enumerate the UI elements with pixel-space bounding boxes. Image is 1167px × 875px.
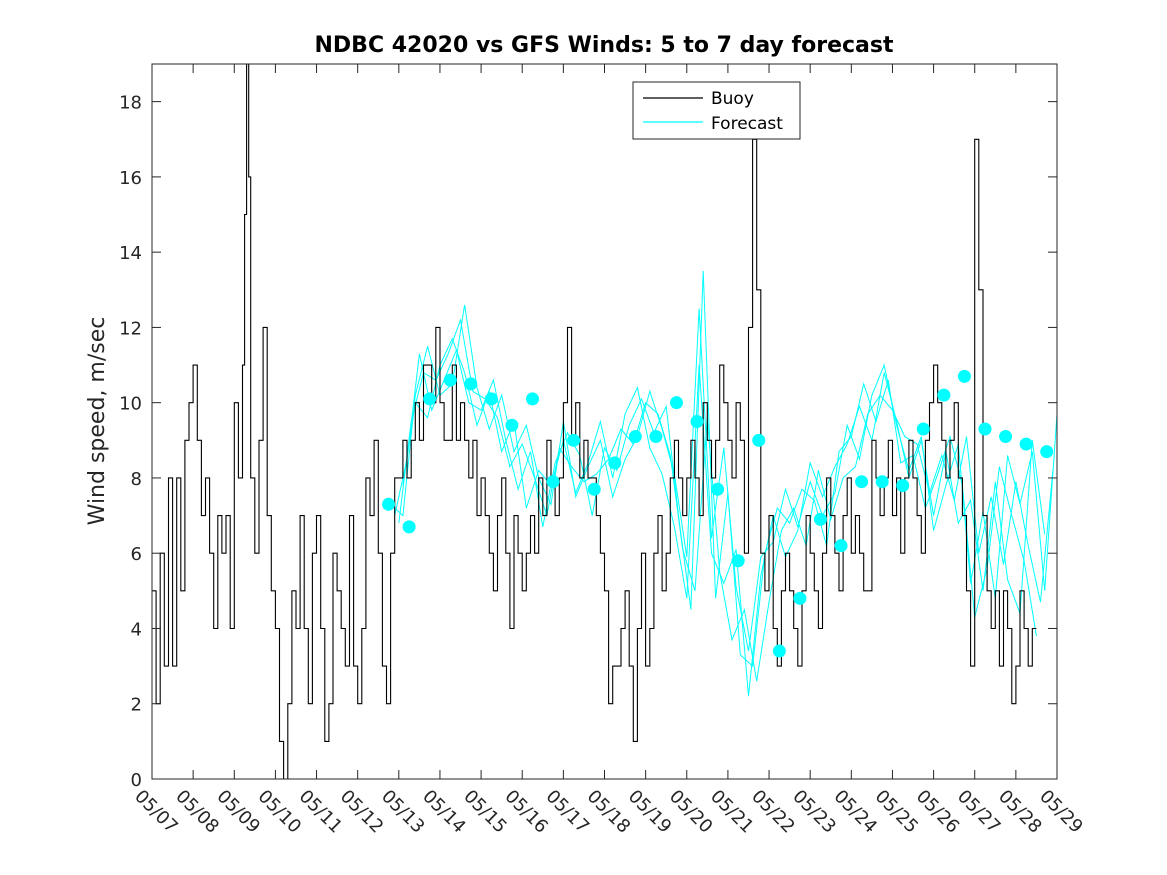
forecast-marker xyxy=(649,430,663,444)
forecast-marker xyxy=(834,539,848,553)
forecast-marker xyxy=(772,644,786,658)
forecast-marker xyxy=(690,415,704,428)
forecast-marker xyxy=(793,591,807,605)
forecast-marker xyxy=(546,475,560,489)
forecast-marker xyxy=(587,482,601,496)
legend-box xyxy=(632,81,801,140)
forecast-series-line xyxy=(394,270,1037,668)
forecast-marker xyxy=(813,512,827,526)
forecast-marker xyxy=(1019,437,1033,451)
forecast-marker xyxy=(402,520,416,534)
y-tick-label: 0 xyxy=(131,770,142,791)
forecast-marker xyxy=(608,456,622,470)
forecast-marker xyxy=(916,422,930,436)
forecast-marker xyxy=(567,433,581,447)
forecast-marker xyxy=(1040,445,1054,459)
y-tick-label: 6 xyxy=(131,544,142,565)
y-tick-label: 2 xyxy=(131,695,142,716)
forecast-marker xyxy=(628,430,642,444)
legend-buoy-label: Buoy xyxy=(711,89,754,109)
forecast-marker xyxy=(464,377,478,391)
forecast-marker xyxy=(443,373,457,387)
buoy-series-line xyxy=(152,64,1037,779)
y-tick-label: 12 xyxy=(119,318,142,339)
y-tick-label: 4 xyxy=(131,619,142,640)
forecast-marker xyxy=(711,482,725,496)
forecast-series-line xyxy=(390,304,1057,652)
y-axis-label: Wind speed, m/sec xyxy=(85,317,110,526)
forecast-marker xyxy=(978,422,992,436)
y-tick-label: 8 xyxy=(131,469,142,490)
forecast-marker xyxy=(669,396,683,410)
legend: Buoy Forecast xyxy=(632,81,801,140)
forecast-marker xyxy=(484,392,498,406)
forecast-marker xyxy=(999,430,1013,444)
y-tick-label: 14 xyxy=(119,243,142,264)
forecast-marker xyxy=(382,497,396,511)
chart-title: NDBC 42020 vs GFS Winds: 5 to 7 day fore… xyxy=(315,33,894,58)
forecast-marker xyxy=(526,392,540,406)
forecast-marker xyxy=(937,388,951,402)
legend-forecast-label: Forecast xyxy=(711,114,783,134)
y-tick-label: 16 xyxy=(119,168,142,189)
y-tick-label: 18 xyxy=(119,93,142,114)
forecast-marker xyxy=(855,475,869,489)
forecast-marker xyxy=(423,392,437,406)
forecast-marker xyxy=(505,418,519,432)
forecast-marker xyxy=(752,433,766,447)
plot-area xyxy=(152,64,1057,779)
forecast-marker xyxy=(896,478,910,492)
forecast-series-line xyxy=(402,337,1046,697)
y-tick-label: 10 xyxy=(119,394,142,415)
forecast-marker xyxy=(957,369,971,383)
forecast-marker xyxy=(875,475,889,489)
forecast-marker xyxy=(731,554,745,568)
